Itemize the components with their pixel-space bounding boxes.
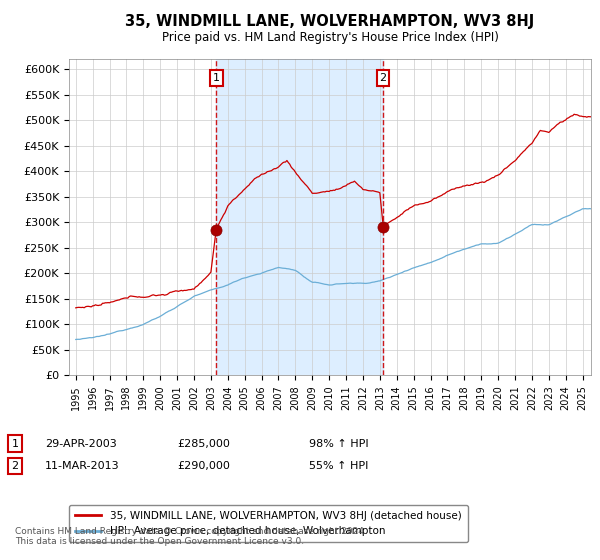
Text: 55% ↑ HPI: 55% ↑ HPI xyxy=(309,461,368,471)
Text: 2: 2 xyxy=(379,73,386,83)
Text: Price paid vs. HM Land Registry's House Price Index (HPI): Price paid vs. HM Land Registry's House … xyxy=(161,31,499,44)
Legend: 35, WINDMILL LANE, WOLVERHAMPTON, WV3 8HJ (detached house), HPI: Average price, : 35, WINDMILL LANE, WOLVERHAMPTON, WV3 8H… xyxy=(69,505,467,543)
Text: 98% ↑ HPI: 98% ↑ HPI xyxy=(309,438,368,449)
Text: 29-APR-2003: 29-APR-2003 xyxy=(45,438,117,449)
Text: £290,000: £290,000 xyxy=(177,461,230,471)
Text: £285,000: £285,000 xyxy=(177,438,230,449)
Text: 2: 2 xyxy=(11,461,19,471)
Text: 1: 1 xyxy=(213,73,220,83)
Text: Contains HM Land Registry data © Crown copyright and database right 2024.
This d: Contains HM Land Registry data © Crown c… xyxy=(15,526,367,546)
Bar xyxy=(217,59,383,375)
Text: 35, WINDMILL LANE, WOLVERHAMPTON, WV3 8HJ: 35, WINDMILL LANE, WOLVERHAMPTON, WV3 8H… xyxy=(125,14,535,29)
Text: 11-MAR-2013: 11-MAR-2013 xyxy=(45,461,119,471)
Text: 1: 1 xyxy=(11,438,19,449)
